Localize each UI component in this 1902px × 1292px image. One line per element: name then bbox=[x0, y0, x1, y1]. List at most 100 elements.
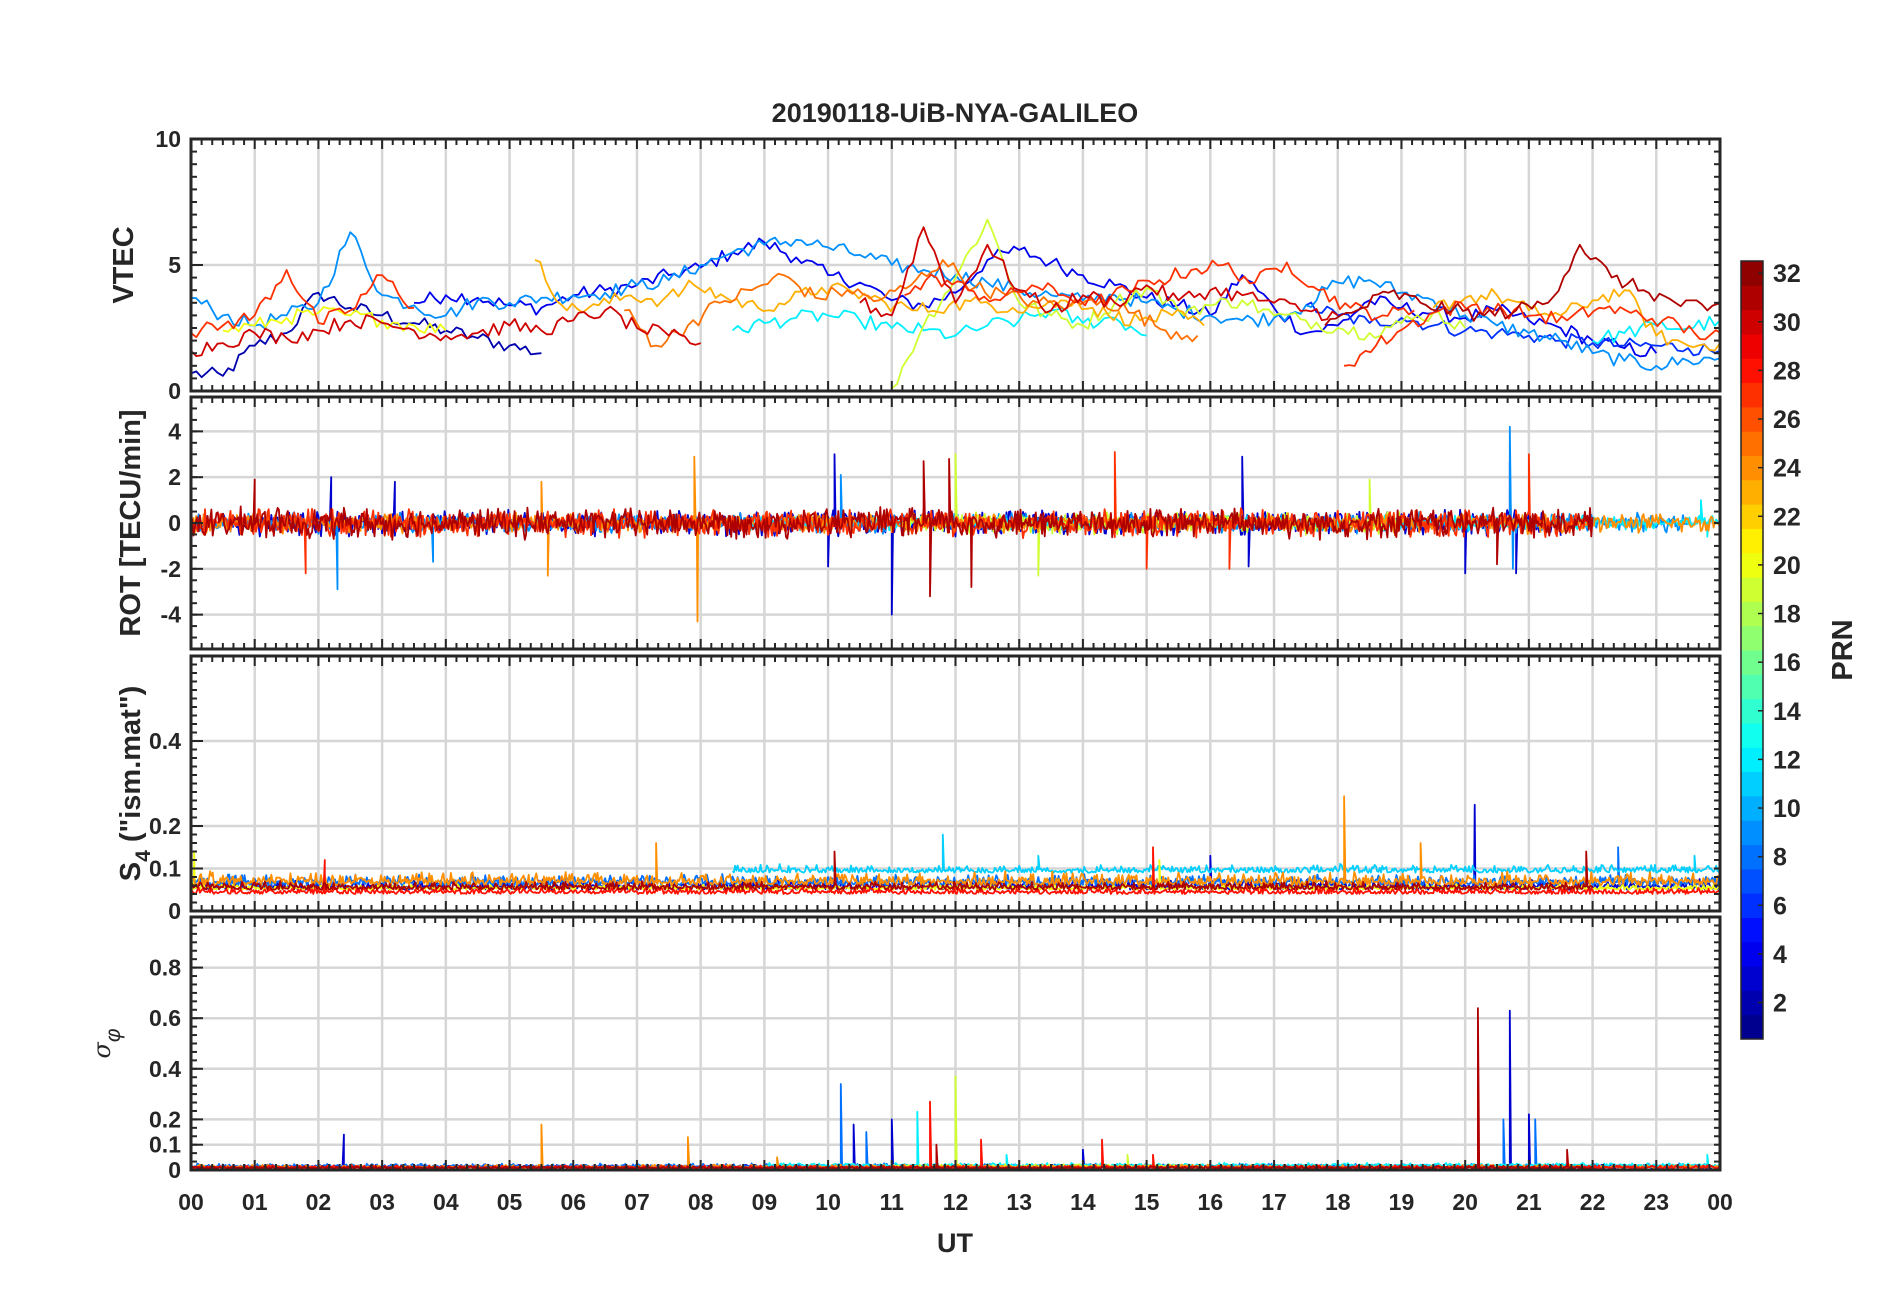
panel-sigma: 00.10.2 0.4 0.6 0.8 σφ bbox=[88, 915, 1722, 1183]
colorbar-swatch bbox=[1741, 990, 1763, 1016]
colorbar-tick-label: 6 bbox=[1773, 892, 1787, 920]
colorbar-swatch bbox=[1741, 601, 1763, 627]
colorbar-swatch bbox=[1741, 917, 1763, 943]
colorbar-swatch bbox=[1741, 722, 1763, 748]
colorbar-tick-label: 4 bbox=[1773, 941, 1787, 969]
y-tick-label: 0.1 bbox=[149, 856, 181, 882]
panel-s4: 0 0.1 0.2 0.4S4 ("ism.mat") bbox=[115, 654, 1722, 924]
colorbar-swatch bbox=[1741, 941, 1763, 967]
x-tick-label: 00 bbox=[178, 1189, 204, 1215]
y-tick-label: 10 bbox=[155, 126, 181, 152]
colorbar-swatch bbox=[1741, 674, 1763, 700]
x-tick-label: 14 bbox=[1070, 1189, 1096, 1215]
x-tick-label: 05 bbox=[497, 1189, 523, 1215]
series-line-prn-12 bbox=[731, 307, 1147, 340]
series-line-prn-11 bbox=[731, 833, 1720, 874]
series-line-prn-30 bbox=[859, 226, 1339, 322]
colorbar-tick-label: 24 bbox=[1773, 455, 1801, 483]
series-line-prn-30 bbox=[191, 305, 701, 357]
x-tick-label: 00 bbox=[1707, 1189, 1733, 1215]
series-line-prn-28 bbox=[191, 846, 1720, 895]
series-line-prn-31 bbox=[191, 458, 1594, 598]
colorbar-swatch bbox=[1741, 771, 1763, 797]
series-line-prn-9 bbox=[191, 231, 1720, 371]
colorbar-box bbox=[1740, 260, 1764, 1040]
y-axis-label-vtec: VTEC bbox=[108, 226, 140, 303]
x-tick-label: 12 bbox=[943, 1189, 969, 1215]
x-tick-label: 15 bbox=[1134, 1189, 1160, 1215]
series-line-prn-2 bbox=[191, 291, 542, 379]
y-tick-label: -2 bbox=[161, 556, 181, 582]
y-tick-label: 0 bbox=[168, 898, 181, 924]
colorbar-swatch bbox=[1741, 285, 1763, 311]
y-tick-label: 2 bbox=[168, 464, 181, 490]
series-line-prn-6 bbox=[1305, 301, 1720, 357]
series-line-prn-25 bbox=[624, 259, 1199, 348]
series-group bbox=[191, 425, 1720, 623]
colorbar-tick-label: 28 bbox=[1773, 357, 1801, 385]
colorbar-swatch bbox=[1741, 431, 1763, 456]
colorbar-swatch bbox=[1741, 966, 1763, 991]
colorbar-swatch bbox=[1741, 358, 1763, 384]
series-line-prn-20 bbox=[222, 306, 447, 334]
y-tick-label: 0.1 bbox=[149, 1132, 181, 1158]
x-tick-label: 21 bbox=[1516, 1189, 1542, 1215]
x-tick-label: 13 bbox=[1006, 1189, 1032, 1215]
colorbar-swatch bbox=[1741, 820, 1763, 845]
x-tick-label: 02 bbox=[306, 1189, 332, 1215]
colorbar-swatch bbox=[1741, 528, 1763, 554]
colorbar-swatch bbox=[1741, 747, 1763, 773]
colorbar-tick-label: 20 bbox=[1773, 552, 1801, 580]
x-tick-label: 18 bbox=[1325, 1189, 1351, 1215]
x-tick-label: 16 bbox=[1198, 1189, 1224, 1215]
y-axis-label-rot: ROT [TECU/min] bbox=[115, 409, 147, 636]
colorbar-swatch bbox=[1741, 844, 1763, 870]
colorbar-swatch bbox=[1741, 698, 1763, 724]
colorbar-swatch bbox=[1741, 1014, 1763, 1040]
series-line-prn-12 bbox=[1592, 315, 1720, 345]
colorbar-swatch bbox=[1741, 479, 1763, 505]
x-tick-label: 09 bbox=[752, 1189, 778, 1215]
colorbar-swatch bbox=[1741, 577, 1763, 602]
y-tick-label: 0.2 bbox=[149, 1106, 181, 1132]
axes-box bbox=[189, 654, 1722, 913]
colorbar-tick-label: 22 bbox=[1773, 503, 1801, 531]
colorbar-swatch bbox=[1741, 455, 1763, 481]
colorbar-tick-label: 2 bbox=[1773, 990, 1787, 1018]
y-tick-label: 0.8 bbox=[149, 955, 181, 981]
y-tick-label: 0.4 bbox=[149, 1056, 181, 1082]
series-line-prn-27 bbox=[191, 269, 415, 339]
colorbar-label: PRN bbox=[1827, 619, 1859, 680]
x-tick-label: 04 bbox=[433, 1189, 459, 1215]
x-tick-label: 22 bbox=[1580, 1189, 1606, 1215]
x-tick-label: 17 bbox=[1261, 1189, 1287, 1215]
colorbar-swatch bbox=[1741, 650, 1763, 675]
colorbar-swatch bbox=[1741, 333, 1763, 359]
x-tick-label: 01 bbox=[242, 1189, 268, 1215]
y-tick-label: 0.2 bbox=[149, 813, 181, 839]
chart-title: 20190118-UiB-NYA-GALILEO bbox=[772, 98, 1139, 128]
colorbar-swatch bbox=[1741, 382, 1763, 408]
colorbar-swatch bbox=[1741, 552, 1763, 578]
y-axis-label-sigma: σφ bbox=[88, 1028, 125, 1058]
colorbar-swatch bbox=[1741, 504, 1763, 529]
x-axis-label: UT bbox=[937, 1228, 973, 1258]
x-tick-label: 20 bbox=[1452, 1189, 1478, 1215]
series-line-prn-23 bbox=[1432, 288, 1720, 352]
axes-box bbox=[189, 137, 1722, 393]
colorbar-swatch bbox=[1741, 261, 1763, 286]
colorbar-tick-label: 14 bbox=[1773, 698, 1801, 726]
series-line-prn-19 bbox=[891, 1075, 1211, 1169]
x-tick-label: 07 bbox=[624, 1189, 650, 1215]
y-tick-label: 0 bbox=[168, 1157, 181, 1183]
y-tick-label: 0.6 bbox=[149, 1005, 181, 1031]
colorbar-swatch bbox=[1741, 406, 1763, 432]
colorbar-tick-label: 10 bbox=[1773, 795, 1801, 823]
series-line-prn-24 bbox=[191, 795, 1720, 887]
series-line-prn-9 bbox=[191, 425, 1689, 591]
x-tick-label: 19 bbox=[1389, 1189, 1415, 1215]
axes-box bbox=[189, 395, 1722, 651]
x-tick-label: 11 bbox=[880, 1189, 905, 1215]
